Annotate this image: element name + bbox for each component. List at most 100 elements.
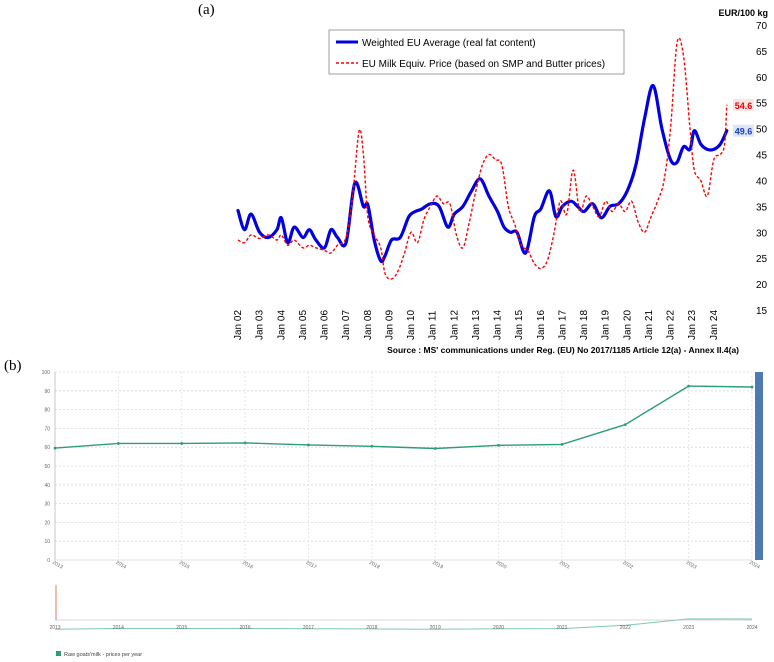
x-tick-label: Jan 05 [298, 310, 309, 340]
x-tick-label: 2015 [178, 560, 191, 571]
navigator-tick-label: 2024 [746, 625, 757, 631]
data-point [750, 385, 754, 389]
y-tick-label: 100 [42, 370, 51, 376]
x-tick-label: Jan 15 [514, 310, 525, 340]
y-tick-label: 50 [44, 464, 50, 470]
scrollbar-handle[interactable] [755, 372, 763, 560]
y-tick-label: 40 [44, 483, 50, 489]
y-tick-label: 25 [756, 254, 768, 265]
legend-swatch [56, 651, 61, 656]
panel-b-label: (b) [4, 358, 22, 374]
x-tick-label: 2022 [621, 560, 634, 571]
y-tick-label: 60 [44, 445, 50, 451]
y-tick-label: 20 [756, 280, 768, 291]
y-tick-label: 0 [47, 558, 50, 564]
navigator-tick-label: 2021 [556, 625, 567, 631]
y-tick-label: 45 [756, 151, 768, 162]
end-label-bg-red [733, 98, 754, 111]
x-tick-label: Jan 09 [384, 310, 395, 340]
y-tick-label: 30 [756, 228, 768, 239]
chart-b: 0 10 20 30 40 50 60 70 80 90 100 2013 2014 2015 2016 20… [42, 370, 763, 658]
x-tick-label: Jan 14 [493, 310, 504, 340]
legend-label: Raw goats'milk - prices per year [64, 652, 142, 658]
y-tick-label: 40 [756, 176, 768, 187]
navigator-tick-label: 2018 [366, 625, 377, 631]
series-line-weighted-eu-average [236, 83, 729, 264]
x-tick-label: 2018 [368, 560, 381, 571]
y-tick-label: 70 [756, 21, 768, 32]
x-tick-label: Jan 03 [255, 310, 266, 340]
y-tick-label: 60 [756, 73, 768, 84]
y-tick-label: 30 [44, 502, 50, 508]
x-tick-label: 2017 [305, 560, 318, 571]
data-point [116, 442, 120, 445]
navigator-line [54, 618, 753, 630]
y-tick-label: 80 [44, 408, 50, 414]
data-point [370, 444, 374, 448]
x-tick-label: 2023 [685, 560, 698, 571]
x-tick-label: Jan 19 [601, 310, 612, 340]
panel-a-label: (a) [198, 2, 215, 18]
end-label-milk-equiv-price: 54.6 [735, 101, 753, 111]
navigator-tick-label: 2020 [493, 625, 504, 631]
data-point [307, 443, 310, 447]
x-tick-label: Jan 11 [428, 310, 439, 340]
series-line-milk-equiv-price [237, 37, 728, 280]
data-point [433, 447, 437, 450]
y-tick-label: 35 [756, 202, 768, 213]
x-tick-label: Jan 08 [363, 310, 374, 340]
navigator-tick-label: 2019 [430, 625, 441, 631]
navigator-tick-label: 2013 [49, 625, 60, 631]
data-point [243, 441, 247, 445]
data-point [560, 442, 564, 446]
x-tick-label: 2013 [51, 560, 64, 571]
x-tick-label: 2020 [495, 560, 508, 571]
x-tick-label: Jan 17 [557, 310, 568, 340]
navigator-tick-label: 2022 [620, 625, 631, 631]
source-note: Source : MS' communications under Reg. (… [387, 345, 739, 355]
y-tick-label: 65 [756, 47, 768, 58]
y-tick-label: 90 [44, 389, 50, 395]
navigator-tick-label: 2023 [683, 625, 694, 631]
end-label-weighted-eu-average: 49.6 [735, 127, 753, 137]
x-tick-label: Jan 04 [276, 310, 287, 340]
y-tick-label: 50 [756, 125, 768, 136]
legend-label-weighted-eu-average: Weighted EU Average (real fat content) [362, 38, 536, 49]
y-axis-label: EUR/100 kg [718, 8, 768, 18]
x-tick-label: 2024 [748, 560, 761, 571]
x-tick-label: Jan 20 [622, 310, 633, 340]
y-tick-label: 20 [44, 520, 50, 526]
legend: Weighted EU Average (real fat content) EU… [328, 29, 625, 75]
x-tick-label: Jan 12 [449, 310, 460, 340]
chart-a: EUR/100 kg 15 20 25 30 35 40 45 50 55 60 65 70 Jan 02… [233, 8, 768, 355]
legend-label-milk-equiv-price: EU Milk Equiv. Price (based on SMP and B… [362, 59, 605, 70]
series-line-raw-goats-milk [54, 385, 753, 450]
x-tick-label: Jan 21 [644, 310, 655, 340]
navigator-tick-label: 2015 [176, 625, 187, 631]
navigator-tick-label: 2016 [240, 625, 251, 631]
navigator-tick-label: 2014 [113, 625, 124, 631]
legend-box [328, 29, 625, 75]
x-tick-label: 2021 [558, 560, 571, 571]
data-point [53, 446, 57, 450]
data-point [687, 384, 691, 388]
x-tick-label: Jan 02 [233, 310, 244, 340]
data-point [497, 443, 500, 447]
x-tick-label: Jan 23 [687, 310, 698, 340]
y-tick-label: 10 [44, 539, 50, 545]
y-tick-label: 70 [44, 426, 50, 432]
navigator-tick-label: 2017 [303, 625, 314, 631]
x-tick-label: 2019 [431, 560, 444, 571]
x-tick-label: Jan 10 [406, 310, 417, 340]
x-tick-label: Jan 13 [471, 310, 482, 340]
x-tick-label: Jan 06 [320, 310, 331, 340]
x-tick-label: Jan 22 [666, 310, 677, 340]
end-label-bg-blue [733, 124, 754, 137]
x-tick-label: Jan 16 [536, 310, 547, 340]
y-tick-label: 15 [756, 306, 768, 317]
data-point [623, 423, 627, 427]
x-tick-label: Jan 18 [579, 310, 590, 340]
y-tick-label: 55 [756, 99, 768, 110]
x-tick-label: 2016 [241, 560, 254, 571]
x-tick-label: Jan 24 [709, 310, 720, 340]
